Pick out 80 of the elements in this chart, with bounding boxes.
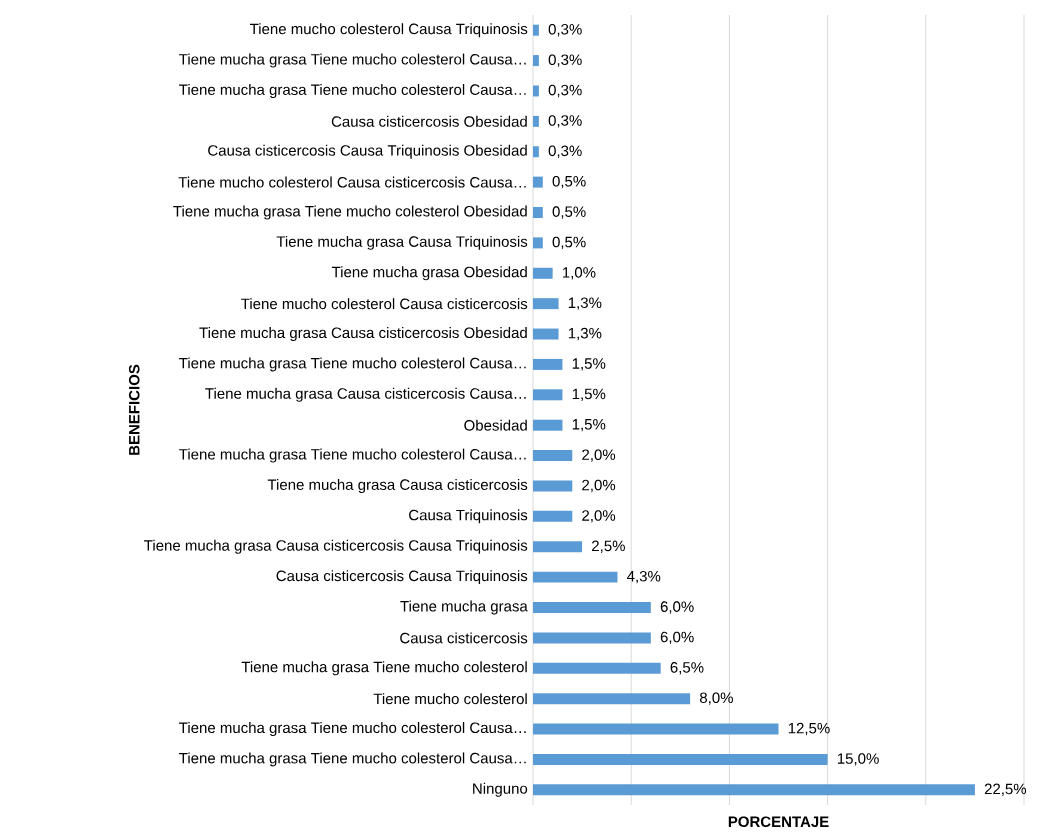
data-label: 1,3% (568, 327, 602, 341)
bar (533, 389, 563, 401)
bar (533, 571, 618, 583)
data-label: 12,5% (788, 722, 830, 736)
y-tick-label: Tiene mucho colesterol Causa Triquinosis (249, 23, 528, 38)
data-label: 4,3% (627, 570, 661, 584)
data-label: 2,5% (592, 540, 625, 553)
y-tick-label: Tiene mucha grasa (400, 600, 528, 615)
bar (533, 723, 779, 735)
y-tick-label: Tiene mucha grasa Tiene mucho colesterol Causa… (179, 357, 526, 372)
data-label: 6,0% (660, 601, 694, 614)
y-tick-label: Tiene mucha grasa Tiene mucho colesterol Obesidad (173, 205, 527, 220)
data-label: 0,5% (552, 175, 586, 189)
y-tick-label: Causa cisticercosis (400, 632, 528, 644)
y-tick-label: Tiene mucha grasa Tiene mucho colesterol Causa… (179, 752, 526, 767)
data-label: 2,0% (582, 479, 616, 493)
x-axis-title: PORCENTAJE (728, 816, 829, 828)
bar (533, 450, 573, 462)
y-tick-label: Causa cisticercosis Causa Triquinosis Obesidad (208, 144, 527, 159)
bar (533, 146, 539, 158)
data-label: 0,5% (552, 236, 586, 250)
y-tick-label: Tiene mucha grasa Tiene mucho colesterol (241, 661, 527, 676)
bar (533, 358, 563, 370)
data-label: 15,0% (837, 753, 879, 766)
bar (533, 176, 543, 188)
data-label: 0,3% (548, 54, 582, 67)
bar (533, 662, 661, 674)
y-tick-label: Tiene mucho colesterol Causa cisticercosis Causa… (178, 176, 526, 188)
data-label: 0,3% (548, 84, 582, 98)
data-label: 1,3% (568, 297, 602, 310)
y-tick-label: Tiene mucha grasa Obesidad (331, 266, 527, 281)
bar (533, 602, 651, 614)
bar (533, 298, 559, 310)
data-label: 0,5% (552, 206, 586, 219)
bar (533, 24, 539, 36)
y-tick-label: Tiene mucha grasa Causa Triquinosis (276, 235, 528, 250)
bar (533, 632, 651, 644)
y-tick-label: Tiene mucha grasa Causa cisticercosis Causa… (205, 387, 526, 402)
y-tick-label: Tiene mucha grasa Tiene mucho colesterol Causa… (179, 448, 526, 463)
y-tick-label: Tiene mucho colesterol Causa cisticercosis (241, 298, 528, 310)
y-tick-label: Causa Triquinosis (409, 509, 528, 524)
bar (533, 115, 539, 127)
y-tick-label: Causa cisticercosis Causa Triquinosis (276, 570, 528, 585)
y-tick-label: Tiene mucha grasa Tiene mucho colesterol Causa… (179, 53, 526, 68)
bar (533, 541, 583, 553)
bar (533, 419, 563, 431)
data-label: 0,3% (548, 24, 582, 37)
y-tick-label: Tiene mucha grasa Tiene mucho colesterol Causa… (179, 83, 526, 98)
data-label: 0,3% (548, 145, 582, 158)
data-label: 22,5% (984, 783, 1027, 797)
data-label: 8,0% (699, 692, 733, 705)
data-label: 1,5% (572, 419, 606, 432)
data-label: 0,3% (548, 115, 582, 128)
y-tick-label: Tiene mucha grasa Causa cisticercosis Obesidad (199, 327, 527, 342)
bar (533, 55, 539, 67)
y-tick-label: Causa cisticercosis Obesidad (331, 115, 527, 127)
y-tick-label: Tiene mucha grasa Causa cisticercosis Causa Triquinosis (144, 539, 528, 554)
y-axis-title: BENEFICIOS (128, 364, 140, 455)
data-label: 6,5% (670, 662, 704, 675)
y-tick-label: Tiene mucha grasa Causa cisticercosis (267, 478, 528, 493)
bar (533, 237, 543, 249)
bar (533, 753, 828, 765)
data-label: 1,5% (572, 388, 606, 401)
bar (533, 480, 573, 492)
bar (533, 784, 975, 796)
data-label: 2,0% (582, 510, 616, 523)
bar (533, 207, 543, 219)
data-label: 1,5% (572, 358, 606, 371)
bar (533, 328, 559, 340)
bar (533, 510, 573, 522)
y-tick-label: Ninguno (473, 782, 528, 797)
bar (533, 85, 539, 97)
y-tick-label: Tiene mucha grasa Tiene mucho colesterol Causa… (179, 722, 526, 737)
bar (533, 267, 553, 279)
bar (533, 693, 691, 705)
data-label: 6,0% (660, 631, 694, 645)
y-tick-label: Obesidad (464, 419, 527, 431)
data-label: 1,0% (562, 267, 596, 280)
data-label: 2,0% (582, 449, 616, 462)
y-tick-label: Tiene mucho colesterol (373, 693, 527, 705)
